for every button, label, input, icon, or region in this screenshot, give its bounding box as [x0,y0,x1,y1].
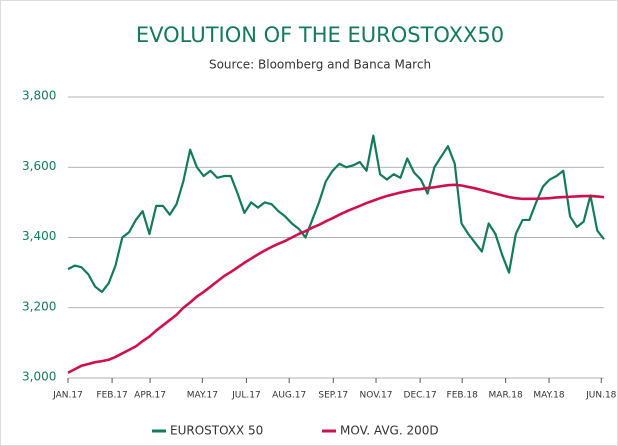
legend-label: MOV. AVG. 200D [340,424,439,438]
chart-subtitle: Source: Bloomberg and Banca March [209,58,431,72]
x-tick-label: JAN.17 [52,391,83,401]
x-tick-label: FEB.18 [447,391,479,401]
y-tick-label: 3,200 [22,299,56,313]
x-tick-label: DEC.17 [404,391,437,401]
x-tick-label: SEP.17 [318,391,348,401]
y-tick-label: 3,600 [22,159,56,173]
chart-title: EVOLUTION OF THE EUROSTOXX50 [136,23,504,47]
x-tick-label: MAY.18 [533,391,564,401]
x-tick-label: FEB.17 [96,391,127,401]
x-tick-label: MAY.17 [187,391,218,401]
x-tick-label: JUL.17 [231,391,261,401]
x-tick-label: APR.17 [134,391,166,401]
legend-label: EUROSTOXX 50 [170,424,263,438]
x-tick-label: NOV.17 [360,391,393,401]
y-tick-label: 3,800 [22,89,56,103]
y-tick-label: 3,000 [22,370,56,384]
x-tick-label: AUG.17 [272,391,306,401]
x-tick-label: MAR.18 [489,391,523,401]
series-line [67,183,605,374]
series-line [67,134,605,294]
x-tick-label: JUN.18 [585,391,617,401]
y-tick-label: 3,400 [22,229,56,243]
